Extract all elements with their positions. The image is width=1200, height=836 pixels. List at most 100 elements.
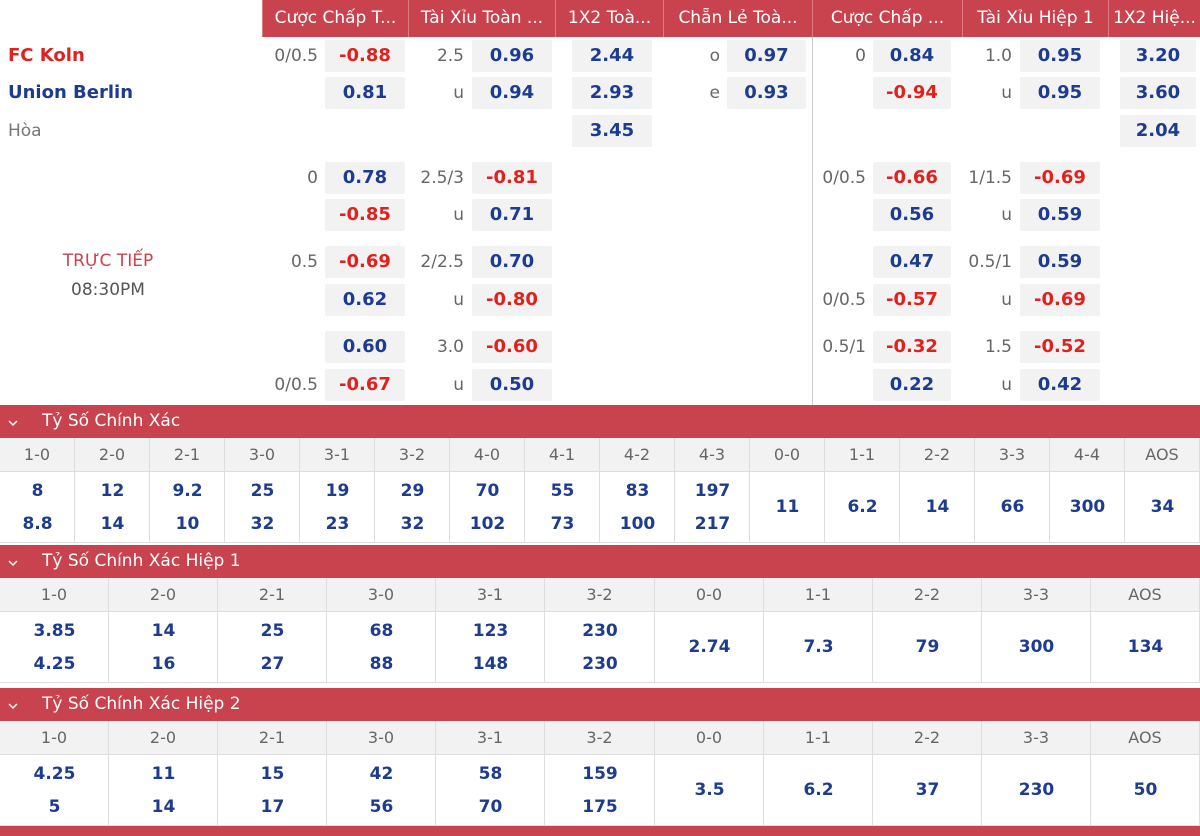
column-header[interactable]: 1X2 Toà...	[555, 0, 663, 37]
odds-button[interactable]: 0.95	[1020, 40, 1100, 72]
score-odds[interactable]: 16	[151, 654, 176, 674]
column-header[interactable]: Tài Xỉu Hiệp 1	[962, 0, 1108, 37]
column-header[interactable]: Cược Chấp ...	[812, 0, 962, 37]
score-odds[interactable]: 2.74	[688, 637, 731, 657]
odds-button[interactable]: 0.96	[472, 40, 552, 72]
score-odds[interactable]: 5	[48, 797, 61, 817]
odds-button[interactable]: 0.47	[873, 246, 951, 278]
odds-button[interactable]: -0.69	[1020, 162, 1100, 194]
odds-button[interactable]: -0.80	[472, 284, 552, 316]
column-header[interactable]: Cược Chấp T...	[262, 0, 408, 37]
column-header[interactable]: 1X2 Hiệ...	[1108, 0, 1200, 37]
odds-button[interactable]: 0.56	[873, 199, 951, 231]
column-header[interactable]: Chẵn Lẻ Toà...	[663, 0, 812, 37]
odds-button[interactable]: 2.93	[572, 77, 652, 109]
odds-button[interactable]: 0.70	[472, 246, 552, 278]
score-odds[interactable]: 79	[915, 637, 940, 657]
odds-button[interactable]: 2.04	[1120, 115, 1196, 147]
score-odds[interactable]: 12	[100, 481, 125, 501]
odds-button[interactable]: -0.60	[472, 331, 552, 363]
odds-button[interactable]: 3.20	[1120, 40, 1196, 72]
odds-button[interactable]: -0.32	[873, 331, 951, 363]
odds-button[interactable]: -0.69	[325, 246, 405, 278]
score-odds[interactable]: 300	[1018, 637, 1055, 657]
odds-button[interactable]: -0.66	[873, 162, 951, 194]
score-odds[interactable]: 300	[1069, 497, 1106, 517]
odds-button[interactable]: 0.59	[1020, 246, 1100, 278]
score-odds[interactable]: 14	[151, 621, 176, 641]
score-odds[interactable]: 14	[151, 797, 176, 817]
odds-button[interactable]: -0.81	[472, 162, 552, 194]
score-odds[interactable]: 37	[915, 780, 940, 800]
section-header[interactable]: Tỷ Số Chính Xác Hiệp 2	[0, 688, 1200, 721]
score-odds[interactable]: 70	[475, 481, 500, 501]
score-odds[interactable]: 27	[260, 654, 285, 674]
odds-button[interactable]: -0.88	[325, 40, 405, 72]
odds-button[interactable]: 0.81	[325, 77, 405, 109]
score-odds[interactable]: 175	[582, 797, 618, 817]
score-odds[interactable]: 6.2	[803, 780, 834, 800]
column-header[interactable]: Tài Xỉu Toàn ...	[408, 0, 555, 37]
score-odds[interactable]: 230	[582, 654, 618, 674]
score-odds[interactable]: 19	[325, 481, 350, 501]
score-odds[interactable]: 17	[260, 797, 285, 817]
odds-button[interactable]: -0.94	[873, 77, 951, 109]
score-odds[interactable]: 6.2	[847, 497, 878, 517]
score-odds[interactable]: 7.3	[803, 637, 834, 657]
score-odds[interactable]: 55	[550, 481, 575, 501]
score-odds[interactable]: 58	[478, 764, 503, 784]
score-odds[interactable]: 25	[250, 481, 275, 501]
score-odds[interactable]: 197	[694, 481, 731, 501]
odds-button[interactable]: 3.45	[572, 115, 652, 147]
score-odds[interactable]: 230	[1018, 780, 1055, 800]
section-header[interactable]: Tỷ Số Chính Xác	[0, 405, 1200, 438]
score-odds[interactable]: 66	[1000, 497, 1025, 517]
score-odds[interactable]: 8.8	[22, 514, 53, 534]
score-odds[interactable]: 123	[472, 621, 509, 641]
odds-button[interactable]: 0.60	[325, 331, 405, 363]
score-odds[interactable]: 88	[369, 654, 394, 674]
score-odds[interactable]: 34	[1150, 497, 1175, 517]
score-odds[interactable]: 159	[582, 764, 618, 784]
score-odds[interactable]: 10	[175, 514, 200, 534]
odds-button[interactable]: 0.62	[325, 284, 405, 316]
score-odds[interactable]: 4.25	[33, 764, 76, 784]
score-odds[interactable]: 230	[582, 621, 618, 641]
odds-button[interactable]: 0.78	[325, 162, 405, 194]
score-odds[interactable]: 25	[260, 621, 285, 641]
score-odds[interactable]: 14	[925, 497, 950, 517]
odds-button[interactable]: 0.59	[1020, 199, 1100, 231]
odds-button[interactable]: 0.93	[727, 77, 806, 109]
section-header[interactable]: Tỷ Số Chính Xác Hiệp 1	[0, 545, 1200, 578]
score-odds[interactable]: 32	[250, 514, 275, 534]
odds-button[interactable]: -0.52	[1020, 331, 1100, 363]
score-odds[interactable]: 29	[400, 481, 425, 501]
score-odds[interactable]: 32	[400, 514, 425, 534]
odds-button[interactable]: -0.57	[873, 284, 951, 316]
score-odds[interactable]: 14	[100, 514, 125, 534]
odds-button[interactable]: 2.44	[572, 40, 652, 72]
odds-button[interactable]: 0.42	[1020, 369, 1100, 401]
score-odds[interactable]: 70	[478, 797, 503, 817]
odds-button[interactable]: 0.71	[472, 199, 552, 231]
odds-button[interactable]: -0.85	[325, 199, 405, 231]
score-odds[interactable]: 4.25	[33, 654, 76, 674]
score-odds[interactable]: 50	[1133, 780, 1158, 800]
odds-button[interactable]: 3.60	[1120, 77, 1196, 109]
score-odds[interactable]: 217	[694, 514, 731, 534]
score-odds[interactable]: 3.5	[694, 780, 725, 800]
score-odds[interactable]: 3.85	[33, 621, 76, 641]
score-odds[interactable]: 8	[31, 481, 44, 501]
odds-button[interactable]: 0.94	[472, 77, 552, 109]
score-odds[interactable]: 68	[369, 621, 394, 641]
score-odds[interactable]: 73	[550, 514, 575, 534]
odds-button[interactable]: 0.22	[873, 369, 951, 401]
score-odds[interactable]: 83	[625, 481, 650, 501]
score-odds[interactable]: 100	[619, 514, 656, 534]
score-odds[interactable]: 42	[369, 764, 394, 784]
score-odds[interactable]: 134	[1127, 637, 1164, 657]
odds-button[interactable]: -0.67	[325, 369, 405, 401]
score-odds[interactable]: 9.2	[172, 481, 203, 501]
score-odds[interactable]: 11	[775, 497, 800, 517]
score-odds[interactable]: 11	[151, 764, 176, 784]
